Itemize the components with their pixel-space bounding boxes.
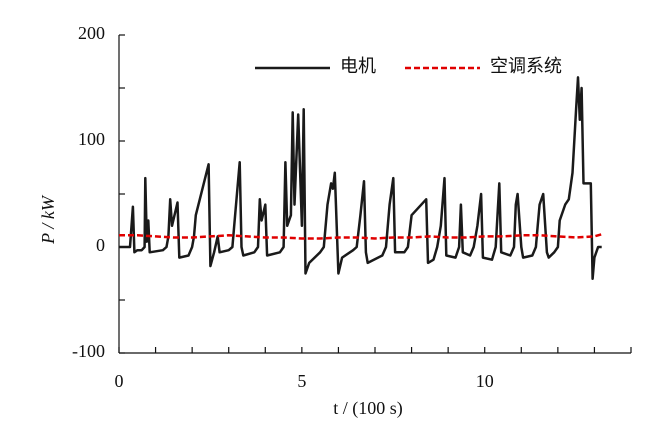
legend-label: 电机 [340, 56, 376, 76]
series-line [119, 76, 602, 281]
x-tick-label: 0 [115, 371, 124, 391]
y-tick-label: 100 [78, 129, 105, 149]
y-tick-label: -100 [72, 341, 105, 361]
legend-label: 空调系统 [490, 56, 562, 76]
y-axis-label: P / kW [38, 194, 58, 245]
y-tick-label: 0 [96, 235, 105, 255]
x-axis-label: t / (100 s) [333, 398, 403, 419]
x-tick-label: 5 [297, 371, 306, 391]
y-tick-label: 200 [78, 23, 105, 43]
x-tick-label: 10 [476, 371, 494, 391]
series-line [119, 233, 603, 240]
